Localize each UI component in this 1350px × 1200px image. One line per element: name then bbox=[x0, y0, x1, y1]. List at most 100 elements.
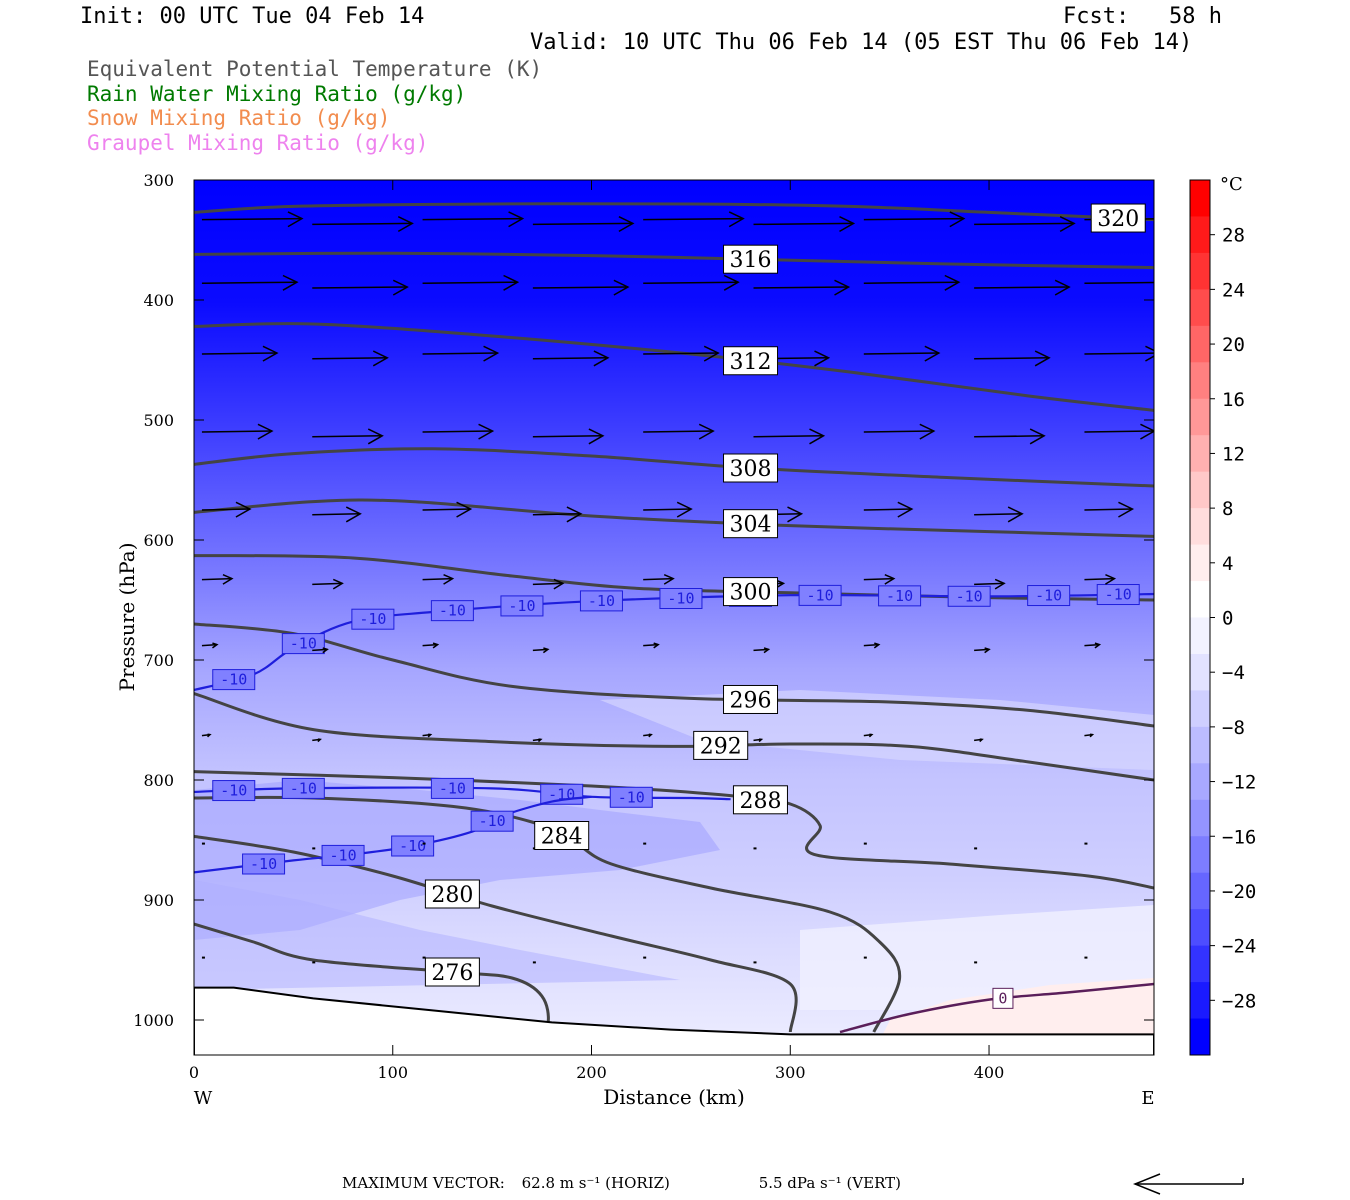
wind-vector bbox=[532, 506, 583, 523]
svg-text:-10: -10 bbox=[588, 592, 615, 610]
wind-vector bbox=[422, 573, 455, 585]
wind-vector bbox=[312, 279, 409, 296]
wind-vector bbox=[643, 274, 740, 291]
init-time: Init: 00 UTC Tue 04 Feb 14 bbox=[80, 4, 425, 29]
svg-text:-10: -10 bbox=[807, 586, 834, 604]
theta-e-label-312: 312 bbox=[723, 346, 779, 376]
colorbar-swatch bbox=[1190, 617, 1210, 655]
isotherm-label: -10 bbox=[500, 595, 544, 617]
isotherm-label: -10 bbox=[430, 777, 474, 799]
wind-vector bbox=[422, 274, 520, 291]
svg-text:-10: -10 bbox=[439, 779, 466, 797]
wind-vector bbox=[422, 345, 500, 362]
reference-vector-arrow bbox=[1132, 1173, 1244, 1195]
max-vector-horiz: 62.8 m s⁻¹ (HORIZ) bbox=[521, 1174, 670, 1192]
colorbar-swatch bbox=[1190, 872, 1210, 910]
wind-vector bbox=[643, 211, 745, 228]
colorbar-swatch bbox=[1190, 252, 1210, 290]
colorbar-tick-label: −20 bbox=[1222, 881, 1256, 903]
y-tick-label: 500 bbox=[143, 411, 174, 430]
legend-theta-e: Equivalent Potential Temperature (K) bbox=[87, 57, 543, 81]
wind-vector bbox=[863, 423, 936, 440]
wind-vector bbox=[974, 350, 1051, 367]
theta-e-contour-284 bbox=[194, 795, 902, 1033]
theta-e-contour-288 bbox=[194, 770, 1154, 890]
svg-text:-10: -10 bbox=[220, 782, 247, 800]
isotherm-label: -10 bbox=[281, 777, 325, 799]
legend-graupel: Graupel Mixing Ratio (g/kg) bbox=[87, 131, 429, 155]
wind-vector bbox=[201, 423, 274, 440]
svg-text:-10: -10 bbox=[439, 602, 466, 620]
svg-text:308: 308 bbox=[730, 457, 772, 482]
svg-text:312: 312 bbox=[730, 350, 772, 375]
theta-e-label-320: 320 bbox=[1090, 203, 1146, 233]
colorbar-tick-label: 12 bbox=[1222, 443, 1245, 465]
svg-text:-10: -10 bbox=[618, 788, 645, 806]
max-vector-footer: MAXIMUM VECTOR: 62.8 m s⁻¹ (HORIZ) 5.5 d… bbox=[342, 1174, 901, 1192]
colorbar-tick-label: 8 bbox=[1222, 498, 1233, 520]
isotherm-label: -10 bbox=[242, 853, 286, 875]
isotherm-label: -10 bbox=[579, 590, 623, 612]
wind-vector bbox=[201, 733, 212, 738]
wind-vector bbox=[312, 578, 344, 590]
legend-rain: Rain Water Mixing Ratio (g/kg) bbox=[87, 82, 467, 106]
y-tick-label: 1000 bbox=[133, 1011, 174, 1030]
isotherm-label: -10 bbox=[798, 584, 842, 606]
svg-text:-10: -10 bbox=[250, 855, 277, 873]
colorbar-swatch bbox=[1190, 398, 1210, 436]
colorbar-swatch bbox=[1190, 180, 1210, 217]
theta-e-label-300: 300 bbox=[723, 577, 779, 607]
wind-vector bbox=[312, 216, 414, 233]
wind-vector bbox=[643, 423, 715, 440]
x-end-label-west: W bbox=[194, 1088, 213, 1109]
colorbar-swatch bbox=[1190, 982, 1210, 1020]
theta-e-contour-320 bbox=[194, 202, 1154, 222]
wind-vector bbox=[863, 733, 874, 738]
colorbar-tick-label: 24 bbox=[1222, 279, 1245, 301]
isotherm-zero-label: 0 bbox=[992, 987, 1014, 1009]
x-tick-label: 300 bbox=[775, 1063, 806, 1082]
y-axis-label: Pressure (hPa) bbox=[115, 543, 139, 692]
svg-text:-10: -10 bbox=[479, 812, 506, 830]
colorbar-swatch bbox=[1190, 289, 1210, 327]
wind-vector bbox=[201, 642, 219, 649]
wind-vector bbox=[1084, 345, 1154, 362]
svg-text:-10: -10 bbox=[508, 597, 535, 615]
wind-vector bbox=[422, 211, 525, 228]
wind-vector bbox=[532, 738, 543, 743]
y-tick-label: 700 bbox=[143, 651, 174, 670]
colorbar-tick-label: −8 bbox=[1222, 717, 1245, 739]
theta-e-contour-304 bbox=[194, 498, 1154, 538]
wind-vector bbox=[1084, 423, 1154, 440]
wind-vector bbox=[974, 428, 1046, 445]
isotherm-label: -10 bbox=[1096, 584, 1140, 606]
theta-e-contour-308 bbox=[194, 447, 1154, 488]
colorbar-swatch bbox=[1190, 763, 1210, 801]
colorbar-swatch bbox=[1190, 544, 1210, 582]
legend-snow: Snow Mixing Ratio (g/kg) bbox=[87, 106, 391, 130]
colorbar-tick-label: −24 bbox=[1222, 936, 1256, 958]
x-tick-label: 100 bbox=[377, 1063, 408, 1082]
colorbar-swatch bbox=[1190, 216, 1210, 254]
wind-vector bbox=[201, 211, 304, 228]
wind-vector bbox=[201, 274, 299, 291]
theta-e-label-288: 288 bbox=[732, 785, 788, 815]
svg-text:-10: -10 bbox=[220, 671, 247, 689]
wind-vector bbox=[974, 216, 1076, 233]
svg-text:-10: -10 bbox=[1035, 587, 1062, 605]
colorbar-swatch bbox=[1190, 1018, 1210, 1056]
x-axis-label: Distance (km) bbox=[603, 1085, 745, 1109]
x-tick-label: 400 bbox=[974, 1063, 1005, 1082]
isotherm-label: -10 bbox=[470, 810, 514, 832]
wind-vector bbox=[863, 501, 914, 518]
colorbar-swatch bbox=[1190, 435, 1210, 473]
svg-text:296: 296 bbox=[730, 688, 772, 713]
svg-text:-10: -10 bbox=[667, 590, 694, 608]
svg-text:316: 316 bbox=[730, 248, 772, 273]
terrain bbox=[194, 986, 1154, 1055]
wind-vector bbox=[532, 350, 610, 367]
theta-e-label-308: 308 bbox=[723, 453, 779, 483]
colorbar-swatch bbox=[1190, 836, 1210, 874]
theta-e-label-292: 292 bbox=[693, 730, 749, 760]
